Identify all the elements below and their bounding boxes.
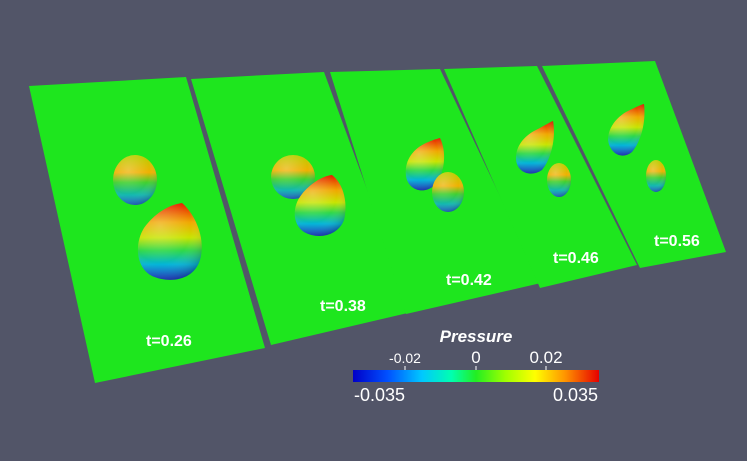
colorbar-max-label: 0.035 [553, 385, 598, 405]
panel-t046[interactable]: t=0.46 [444, 66, 637, 288]
bump-large-shade [608, 104, 645, 156]
panel-t056[interactable]: t=0.56 [542, 61, 726, 268]
panel-t026[interactable]: t=0.26 [29, 77, 265, 383]
bump-large-shade [137, 203, 202, 280]
bump-large-shade [516, 121, 554, 174]
panel-label: t=0.42 [446, 272, 492, 289]
colorbar-tick-label: 0.02 [529, 348, 562, 367]
panel-surface [444, 66, 637, 288]
panel-t042[interactable]: t=0.42 [330, 69, 541, 314]
bump-small-shade [432, 172, 464, 212]
bump-large-shade [405, 138, 445, 191]
bump-large-shade [294, 175, 346, 236]
colorbar-tick-label: 0 [471, 348, 480, 367]
colorbar-title: Pressure [440, 327, 513, 346]
panel-surface [542, 61, 726, 268]
bump-small-shade [113, 155, 157, 205]
panel-label: t=0.26 [146, 333, 192, 350]
panel-t038[interactable]: t=0.38 [191, 72, 412, 345]
bump-small-shade [547, 163, 571, 197]
panel-label: t=0.46 [553, 250, 599, 267]
panel-label: t=0.56 [654, 233, 700, 250]
colorbar-gradient [353, 370, 599, 382]
panel-label: t=0.38 [320, 298, 366, 315]
colorbar-legend[interactable]: Pressure -0.02 0 0.02 -0.035 0.035 [353, 327, 599, 405]
bump-small-shade [646, 160, 666, 192]
colorbar-tick-label: -0.02 [389, 350, 421, 366]
colorbar-min-label: -0.035 [354, 385, 405, 405]
bump-small-shade [271, 155, 315, 199]
